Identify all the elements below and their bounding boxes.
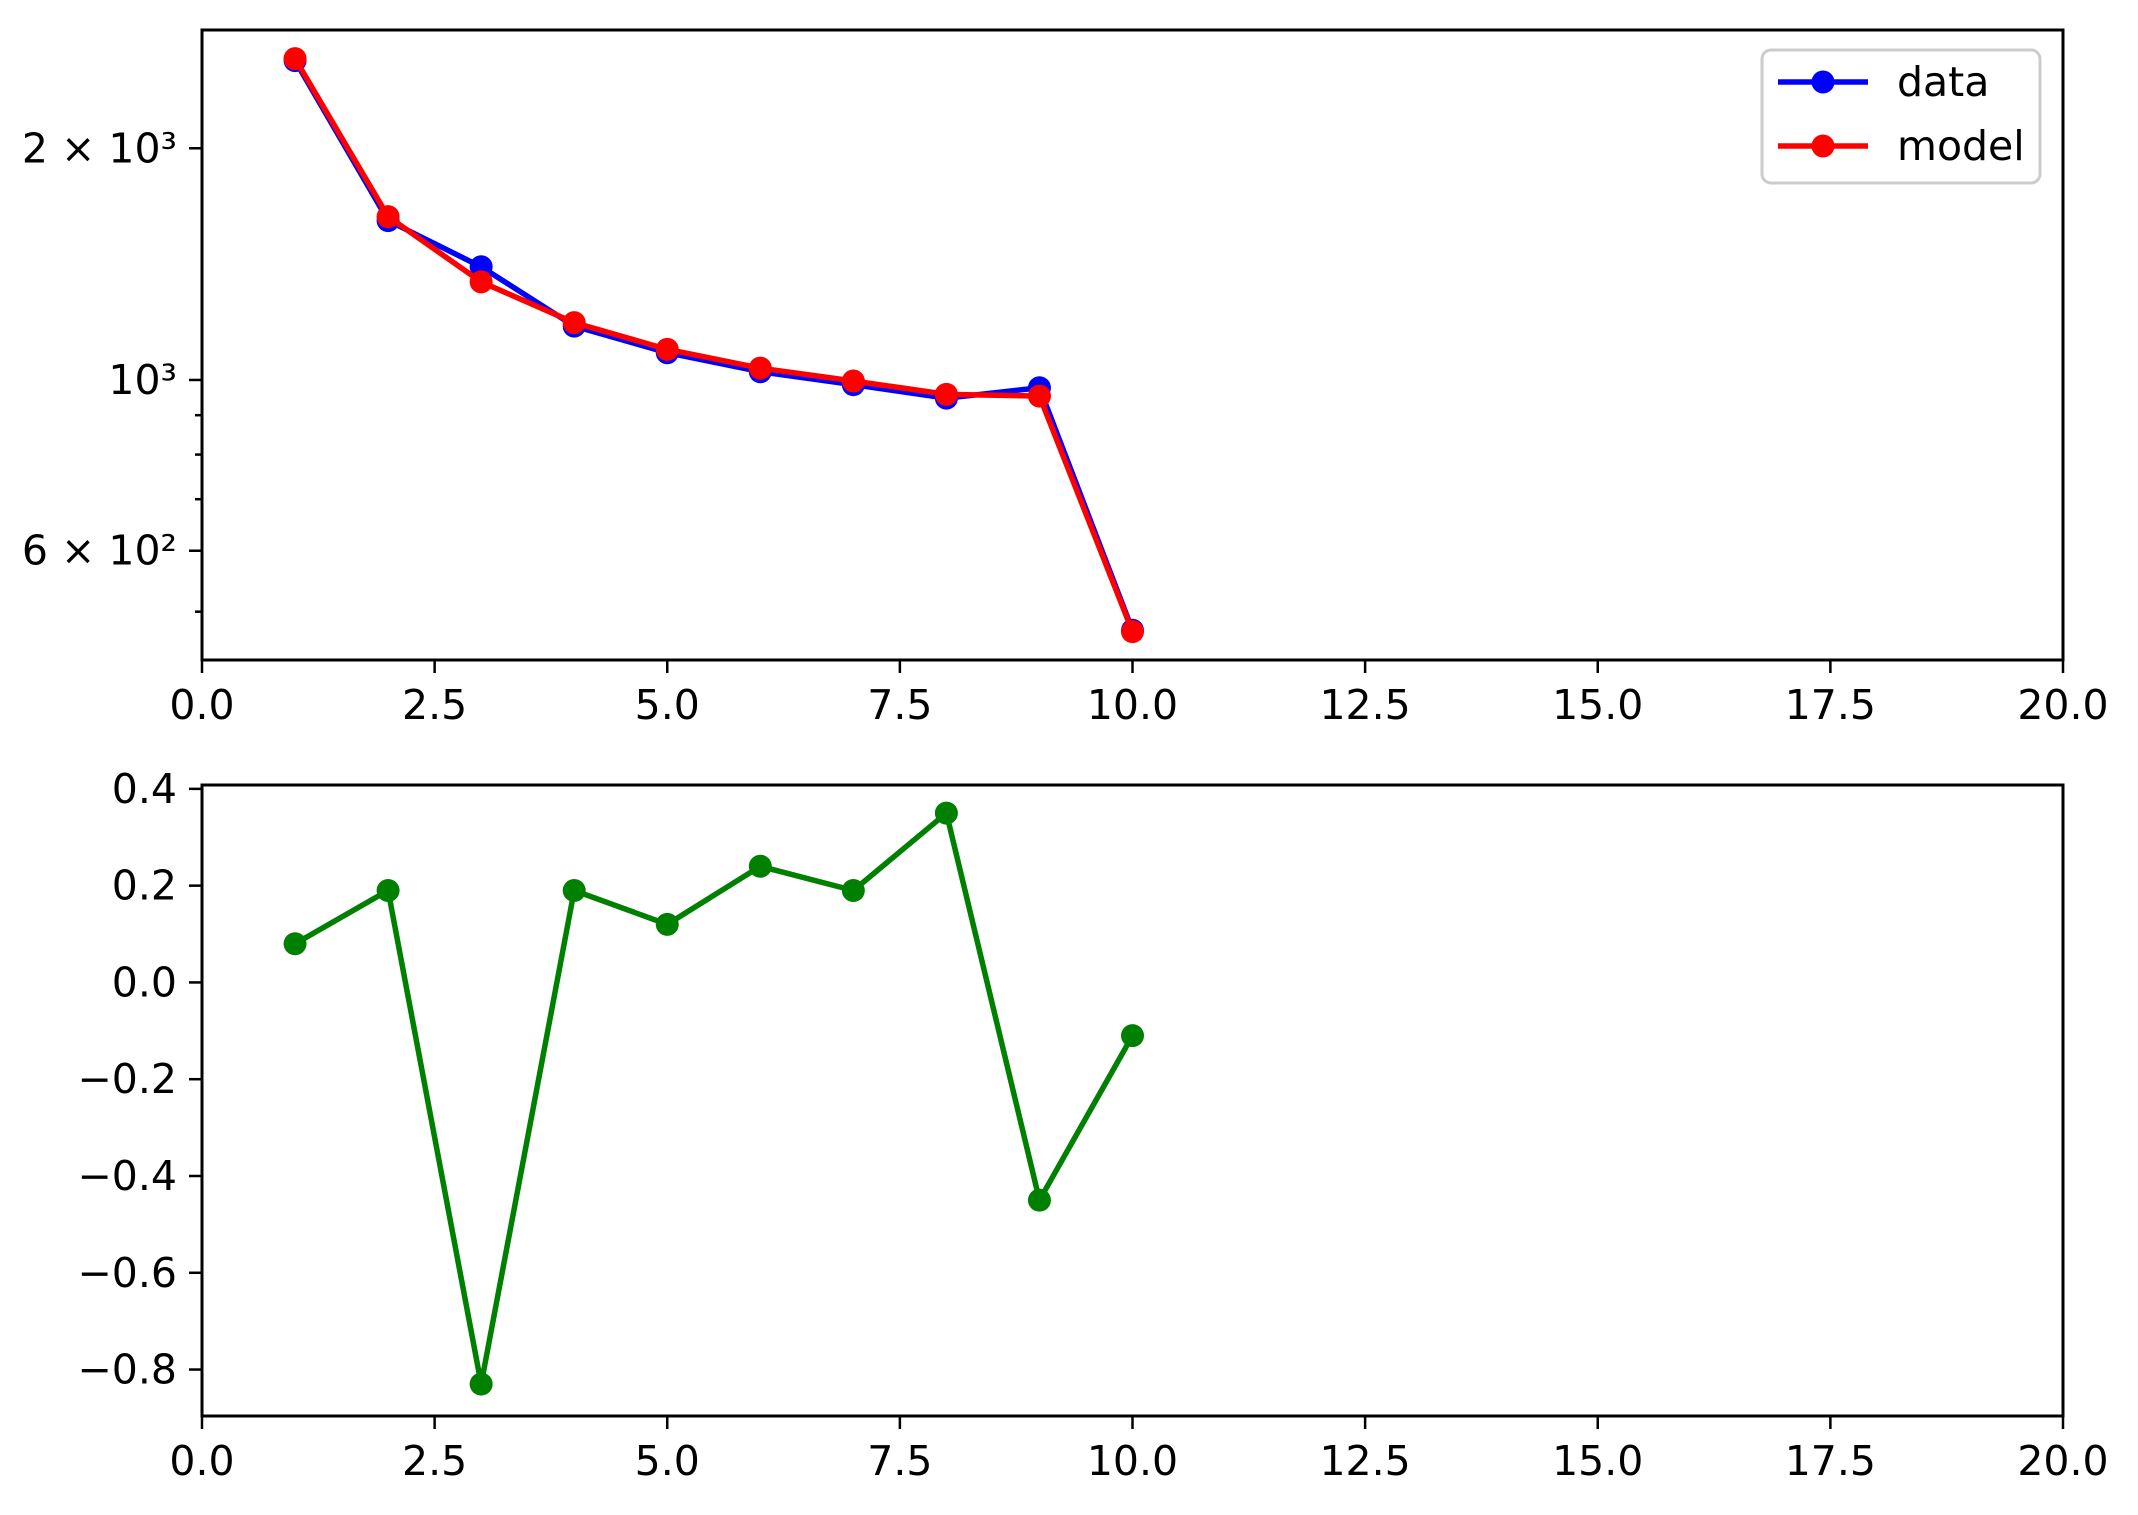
series-residuals-marker: [841, 878, 865, 902]
series-model-marker: [748, 356, 772, 380]
series-model-marker: [1121, 620, 1144, 644]
legend-label: data: [1897, 58, 1989, 106]
bottom-x-axis: 0.0 2.5 5.0 7.5 10.0 12.5 15.0 17.5 20.0: [169, 1416, 2109, 1485]
series-data-line: [292, 59, 1136, 632]
y-tick-label: −0.8: [77, 1346, 177, 1394]
x-tick-label: 0.0: [169, 681, 234, 729]
x-tick-label: 5.0: [635, 1437, 700, 1485]
y-tick-label: −0.6: [77, 1249, 177, 1297]
series-data: [283, 49, 1144, 642]
y-tick-label: 0.0: [112, 958, 177, 1006]
series-residuals-marker: [283, 932, 307, 956]
x-tick-label: 2.5: [402, 681, 467, 729]
legend: data model: [1760, 48, 2042, 185]
series-residuals-marker: [469, 1372, 493, 1396]
top-y-axis: 2 × 10³ 10³ 6 × 10²: [22, 124, 202, 613]
x-tick-label: 5.0: [635, 681, 700, 729]
y-tick-label: 0.4: [112, 765, 177, 813]
top-x-axis: 0.0 2.5 5.0 7.5 10.0 12.5 15.0 17.5 20.0: [169, 660, 2109, 729]
x-tick-label: 20.0: [2017, 681, 2108, 729]
series-residuals: [283, 801, 1144, 1396]
series-model-marker: [283, 47, 307, 71]
x-tick-label: 17.5: [1785, 681, 1876, 729]
series-model-marker: [655, 337, 679, 361]
series-model-marker: [469, 270, 493, 294]
x-tick-label: 20.0: [2017, 1437, 2108, 1485]
x-tick-label: 15.0: [1552, 681, 1643, 729]
series-residuals-marker: [562, 878, 586, 902]
bottom-plot-frame: [200, 783, 2065, 1418]
series-model-marker: [376, 205, 400, 229]
y-tick-label: −0.4: [77, 1152, 177, 1200]
bottom-plot: 0.0 2.5 5.0 7.5 10.0 12.5 15.0 17.5 20.00.40.20.…: [77, 765, 2108, 1485]
legend-entry-data: data: [1778, 58, 1989, 106]
series-residuals-marker: [655, 912, 679, 936]
legend-label: model: [1897, 122, 2025, 170]
x-tick-label: 15.0: [1552, 1437, 1643, 1485]
x-tick-label: 7.5: [867, 681, 932, 729]
y-tick-label: 2 × 10³: [22, 124, 177, 172]
legend-marker: [1811, 70, 1835, 94]
legend-marker: [1811, 134, 1835, 158]
series-model-line: [292, 57, 1136, 633]
top-plot: 0.0 2.5 5.0 7.5 10.0 12.5 15.0 17.5 20.0 2 × 10³ 1…: [22, 28, 2109, 729]
x-tick-label: 0.0: [169, 1437, 234, 1485]
x-tick-label: 2.5: [402, 1437, 467, 1485]
series-residuals-marker: [1027, 1188, 1051, 1212]
x-tick-label: 10.0: [1087, 1437, 1178, 1485]
y-tick-label: 10³: [108, 356, 177, 404]
series-model-marker: [1027, 384, 1051, 408]
series-model-marker: [562, 311, 586, 335]
x-tick-label: 7.5: [867, 1437, 932, 1485]
series-model: [283, 47, 1144, 644]
bottom-y-axis: 0.4 0.2 0.0 −0.2 −0.4 −0.6 −0.8: [77, 765, 202, 1394]
series-residuals-marker: [1121, 1024, 1144, 1048]
x-tick-label: 10.0: [1087, 681, 1178, 729]
x-tick-label: 12.5: [1319, 681, 1410, 729]
y-tick-label: −0.2: [77, 1055, 177, 1103]
series-residuals-marker: [934, 801, 958, 825]
series-residuals-marker: [376, 878, 400, 902]
y-tick-label: 0.2: [112, 862, 177, 910]
x-tick-label: 17.5: [1785, 1437, 1876, 1485]
series-residuals-line: [293, 810, 1135, 1387]
series-model-marker: [841, 369, 865, 393]
series-model-marker: [934, 382, 958, 406]
legend-entry-model: model: [1778, 122, 2025, 170]
series-residuals-marker: [748, 854, 772, 878]
x-tick-label: 12.5: [1319, 1437, 1410, 1485]
y-tick-label: 6 × 10²: [22, 527, 177, 575]
